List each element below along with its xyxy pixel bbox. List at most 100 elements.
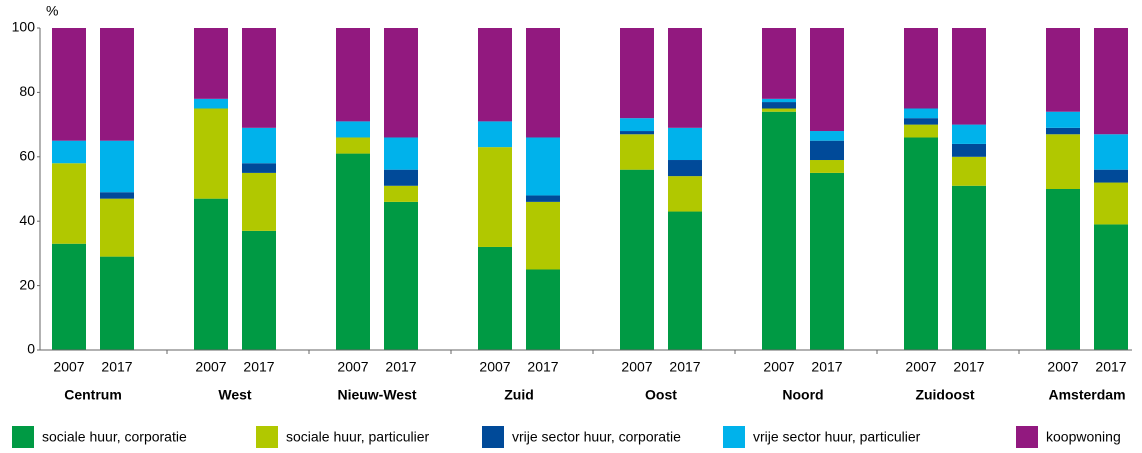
bar-segment <box>1046 127 1080 135</box>
bar-segment <box>762 28 796 99</box>
bar-segment <box>952 124 986 144</box>
bar-segment <box>384 169 418 186</box>
group-label: Nieuw-West <box>337 387 416 403</box>
bar-segment <box>810 140 844 161</box>
legend-label: koopwoning <box>1046 429 1121 445</box>
bar-segment <box>762 108 796 112</box>
bar-segment <box>242 127 276 164</box>
legend-swatch <box>723 426 745 448</box>
bar-segment <box>100 28 134 141</box>
bar-segment <box>620 118 654 132</box>
bar-segment <box>1094 134 1128 170</box>
bar-segment <box>478 121 512 148</box>
bar-segment <box>100 198 134 257</box>
bar-segment <box>336 121 370 138</box>
bar-segment <box>478 28 512 122</box>
x-tick-label: 2017 <box>953 359 984 375</box>
bar-segment <box>194 28 228 99</box>
bar-segment <box>762 111 796 350</box>
bar-segment <box>1094 169 1128 183</box>
x-tick-label: 2017 <box>101 359 132 375</box>
bar-segment <box>904 108 938 119</box>
bar-segment <box>620 134 654 170</box>
bar-segment <box>52 140 86 164</box>
group-label: Centrum <box>64 387 122 403</box>
x-tick-label: 2017 <box>669 359 700 375</box>
bar-segment <box>620 28 654 119</box>
bar-segment <box>1046 28 1080 112</box>
x-tick-label: 2007 <box>195 359 226 375</box>
bar-segment <box>668 160 702 177</box>
bar-segment <box>904 124 938 138</box>
x-tick-label: 2017 <box>1095 359 1126 375</box>
x-tick-label: 2007 <box>621 359 652 375</box>
y-tick-label: 20 <box>19 276 35 292</box>
x-tick-label: 2007 <box>1047 359 1078 375</box>
x-tick-label: 2007 <box>763 359 794 375</box>
bar-segment <box>668 176 702 212</box>
bar-segment <box>242 28 276 128</box>
bar-segment <box>668 28 702 128</box>
y-axis-label: % <box>46 3 58 19</box>
x-tick-label: 2017 <box>527 359 558 375</box>
bar-segment <box>384 137 418 170</box>
legend-swatch <box>12 426 34 448</box>
x-tick-label: 2017 <box>243 359 274 375</box>
bar-segment <box>620 131 654 135</box>
x-tick-label: 2007 <box>905 359 936 375</box>
bar-segment <box>478 246 512 350</box>
x-tick-label: 2017 <box>385 359 416 375</box>
bar-segment <box>52 163 86 244</box>
bar-segment <box>336 28 370 122</box>
legend-swatch <box>256 426 278 448</box>
bar-segment <box>384 185 418 202</box>
group-label: Amsterdam <box>1048 387 1125 403</box>
bar-segment <box>242 230 276 350</box>
bar-segment <box>1094 28 1128 135</box>
bar-segment <box>1046 134 1080 189</box>
bar-segment <box>52 243 86 350</box>
bar-segment <box>100 192 134 199</box>
bar-segment <box>952 143 986 157</box>
x-tick-label: 2007 <box>53 359 84 375</box>
bar-segment <box>904 118 938 125</box>
bar-segment <box>100 140 134 193</box>
bar-segment <box>384 201 418 350</box>
bar-segment <box>1094 224 1128 350</box>
bar-segment <box>526 28 560 138</box>
x-tick-label: 2007 <box>337 359 368 375</box>
bar-segment <box>526 269 560 350</box>
group-label: Zuid <box>504 387 534 403</box>
bar-segment <box>810 172 844 350</box>
bar-segment <box>384 28 418 138</box>
bar-segment <box>336 137 370 154</box>
group-label: Oost <box>645 387 677 403</box>
bar-segment <box>194 108 228 199</box>
bar-segment <box>52 28 86 141</box>
bar-segment <box>810 131 844 141</box>
bar-segment <box>526 137 560 196</box>
bar-segment <box>242 172 276 231</box>
bar-segment <box>1094 182 1128 225</box>
group-label: Noord <box>782 387 823 403</box>
bar-segment <box>194 98 228 109</box>
y-tick-label: 0 <box>27 341 35 357</box>
bar-segment <box>952 156 986 186</box>
y-tick-label: 60 <box>19 148 35 164</box>
bar-segment <box>668 127 702 161</box>
bar-segment <box>1046 189 1080 350</box>
bar-segment <box>242 163 276 173</box>
x-tick-label: 2007 <box>479 359 510 375</box>
y-tick-label: 40 <box>19 212 35 228</box>
legend-label: sociale huur, particulier <box>286 429 430 445</box>
bar-segment <box>904 137 938 350</box>
bar-segment <box>810 160 844 173</box>
bar-segment <box>100 256 134 350</box>
bar-segment <box>336 153 370 350</box>
bar-segment <box>526 195 560 202</box>
x-tick-label: 2017 <box>811 359 842 375</box>
bar-segment <box>952 185 986 350</box>
legend-swatch <box>482 426 504 448</box>
y-tick-label: 80 <box>19 83 35 99</box>
bar-segment <box>904 28 938 109</box>
